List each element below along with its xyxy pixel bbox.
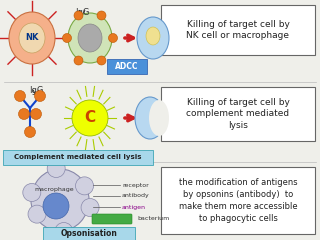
FancyBboxPatch shape bbox=[161, 87, 315, 141]
Ellipse shape bbox=[9, 12, 55, 64]
Ellipse shape bbox=[76, 177, 93, 195]
Circle shape bbox=[97, 11, 106, 20]
Circle shape bbox=[30, 108, 42, 120]
Ellipse shape bbox=[137, 17, 169, 59]
Text: receptor: receptor bbox=[122, 182, 149, 187]
Ellipse shape bbox=[47, 160, 65, 178]
FancyBboxPatch shape bbox=[161, 167, 315, 234]
Text: the modification of antigens
by opsonins (antibody)  to
make them more accessibl: the modification of antigens by opsonins… bbox=[179, 178, 297, 223]
Text: Killing of target cell by
complement mediated
lysis: Killing of target cell by complement med… bbox=[187, 98, 290, 130]
Ellipse shape bbox=[146, 27, 160, 45]
Text: Complement mediated cell lysis: Complement mediated cell lysis bbox=[14, 155, 142, 161]
FancyBboxPatch shape bbox=[92, 214, 132, 224]
Text: IgG: IgG bbox=[29, 86, 43, 95]
Ellipse shape bbox=[23, 183, 41, 201]
Text: macrophage: macrophage bbox=[34, 187, 74, 192]
Ellipse shape bbox=[19, 23, 45, 53]
Ellipse shape bbox=[31, 169, 89, 231]
Circle shape bbox=[62, 34, 71, 42]
FancyBboxPatch shape bbox=[161, 5, 315, 55]
Text: NK: NK bbox=[25, 34, 39, 42]
Ellipse shape bbox=[28, 205, 46, 223]
FancyBboxPatch shape bbox=[43, 227, 135, 240]
Circle shape bbox=[35, 90, 45, 102]
Text: Killing of target cell by
NK cell or macrophage: Killing of target cell by NK cell or mac… bbox=[187, 20, 290, 40]
FancyBboxPatch shape bbox=[3, 150, 153, 165]
Text: IgG: IgG bbox=[75, 8, 89, 17]
Circle shape bbox=[97, 56, 106, 65]
Circle shape bbox=[25, 126, 36, 138]
Text: antigen: antigen bbox=[122, 204, 146, 210]
Circle shape bbox=[108, 34, 117, 42]
Ellipse shape bbox=[81, 198, 99, 216]
Circle shape bbox=[14, 90, 26, 102]
Ellipse shape bbox=[68, 13, 112, 63]
Text: C: C bbox=[84, 110, 96, 126]
Circle shape bbox=[74, 56, 83, 65]
Circle shape bbox=[74, 11, 83, 20]
Text: ADCC: ADCC bbox=[115, 62, 139, 71]
Text: antibody: antibody bbox=[122, 193, 150, 198]
Ellipse shape bbox=[135, 97, 165, 139]
Circle shape bbox=[43, 193, 69, 219]
Circle shape bbox=[19, 108, 29, 120]
Ellipse shape bbox=[78, 24, 102, 52]
Text: Opsonisation: Opsonisation bbox=[60, 229, 117, 239]
Text: bacterium: bacterium bbox=[137, 216, 169, 222]
FancyBboxPatch shape bbox=[107, 59, 147, 74]
Circle shape bbox=[72, 100, 108, 136]
Ellipse shape bbox=[149, 100, 169, 136]
Ellipse shape bbox=[55, 222, 73, 240]
